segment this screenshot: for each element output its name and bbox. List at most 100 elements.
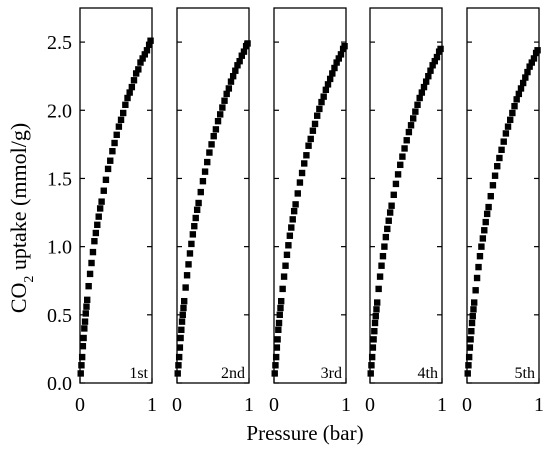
data-point	[418, 89, 426, 96]
cycle-label: 5th	[515, 365, 535, 382]
data-point	[145, 41, 153, 49]
data-point	[274, 336, 281, 343]
data-point	[206, 149, 213, 156]
data-point	[91, 237, 98, 245]
data-point	[534, 47, 541, 54]
data-point	[465, 362, 472, 369]
data-point	[95, 213, 102, 220]
data-point	[382, 233, 390, 241]
data-point	[341, 42, 348, 50]
data-point	[143, 47, 151, 54]
data-point	[326, 75, 334, 83]
data-point	[80, 334, 87, 342]
data-point	[425, 72, 432, 80]
panel-1: 0 1 1st	[75, 7, 157, 416]
data-point	[271, 370, 278, 377]
data-point	[476, 252, 484, 260]
x-tick-label: 1	[341, 394, 351, 416]
data-point	[96, 205, 104, 212]
data-point	[301, 160, 308, 167]
data-point	[496, 154, 503, 162]
data-point	[109, 147, 116, 155]
data-point	[182, 284, 189, 291]
x-axis-label: Pressure (bar)	[246, 421, 363, 445]
data-point	[296, 179, 304, 186]
data-point	[77, 370, 84, 377]
data-point	[471, 299, 478, 306]
data-point	[371, 327, 378, 335]
data-point	[410, 115, 417, 122]
svg-text:CO2 uptake (mmol/g): CO2 uptake (mmol/g)	[6, 123, 37, 313]
data-point	[177, 334, 184, 342]
x-tick-label: 1	[147, 394, 157, 416]
data-point	[379, 252, 387, 260]
data-point	[204, 158, 211, 166]
data-point	[126, 89, 133, 96]
data-point	[468, 319, 476, 327]
data-point	[470, 306, 477, 313]
data-point	[272, 362, 279, 369]
data-point	[185, 261, 192, 268]
data-point	[294, 190, 301, 197]
data-point	[238, 52, 245, 59]
data-point	[275, 326, 282, 334]
data-point	[189, 231, 197, 238]
data-point	[320, 93, 327, 100]
data-point	[201, 168, 209, 175]
data-point	[522, 74, 529, 81]
y-tick-label: 1.5	[47, 168, 72, 190]
data-point	[214, 117, 222, 125]
data-point	[519, 79, 527, 87]
data-point	[517, 85, 525, 92]
data-point	[466, 344, 474, 351]
data-point	[174, 370, 181, 377]
data-point	[373, 306, 380, 313]
data-point	[278, 297, 285, 305]
data-point	[292, 201, 299, 208]
data-point	[219, 104, 226, 111]
data-point	[429, 62, 436, 69]
data-point	[195, 199, 202, 207]
panel-4: 0 1 4th	[365, 7, 447, 416]
data-point	[234, 62, 241, 69]
data-point	[473, 274, 481, 282]
data-point	[307, 135, 314, 143]
data-point	[78, 362, 85, 369]
data-point	[487, 192, 494, 200]
data-point	[513, 96, 520, 103]
data-point	[240, 48, 248, 55]
x-tick-label: 0	[75, 394, 85, 416]
data-point	[100, 187, 107, 194]
y-axis-ticks: 0.0 0.5 1.0 1.5 2.0 2.5	[47, 32, 72, 395]
y-tick-label: 1.0	[47, 237, 72, 259]
data-point	[192, 214, 199, 222]
y-axis-label-subscript: 2	[22, 276, 37, 283]
data-point	[221, 97, 228, 104]
data-point	[115, 123, 123, 130]
data-point	[375, 285, 382, 293]
data-point	[277, 304, 284, 312]
cycle-label: 1st	[129, 365, 148, 382]
data-point	[191, 222, 198, 230]
data-point	[416, 94, 423, 102]
data-point	[232, 67, 239, 74]
data-point	[526, 63, 533, 70]
data-point	[225, 85, 233, 92]
panel-frame	[79, 7, 153, 384]
data-point	[311, 120, 319, 128]
data-point	[427, 67, 434, 74]
data-point	[314, 112, 321, 119]
data-point	[491, 172, 499, 179]
data-point	[210, 132, 217, 140]
data-point	[472, 287, 479, 294]
data-point	[509, 109, 516, 117]
data-point	[107, 157, 114, 164]
data-point	[369, 344, 377, 351]
data-point	[399, 153, 406, 160]
data-point	[316, 105, 323, 113]
cycle-label: 3rd	[321, 365, 342, 382]
data-point	[388, 202, 395, 209]
y-axis-label-rest: uptake (mmol/g)	[6, 123, 31, 276]
